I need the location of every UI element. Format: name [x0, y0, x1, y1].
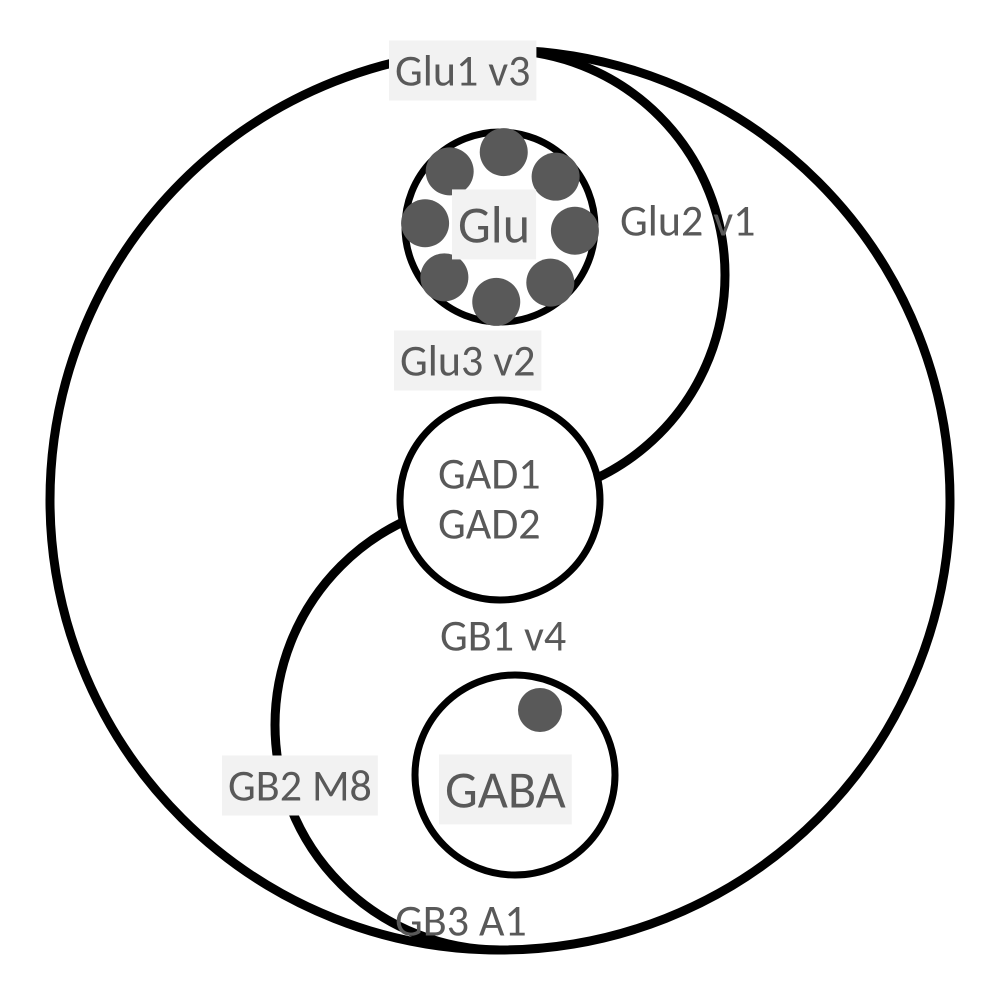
glu-dot: [472, 278, 520, 326]
label-gb1: GB1 v4: [440, 609, 566, 663]
glu-dot: [401, 199, 449, 247]
label-gad2: GAD2: [438, 497, 541, 551]
gaba-dot: [518, 688, 562, 732]
label-right: Glu2 v1: [620, 194, 755, 248]
label-top: Glu1 v3: [395, 44, 530, 98]
yin-yang-diagram: Glu1 v3 Glu2 v1 Glu Glu3 v2 GAD1GAD2 GB1 v4 GB…: [0, 0, 1000, 999]
glu-dot: [532, 153, 580, 201]
label-glu: Glu: [458, 192, 530, 256]
label-gb2: GB2 M8: [228, 759, 372, 813]
glu-dot: [420, 253, 468, 301]
glu-dot: [526, 259, 574, 307]
glu-dot: [426, 147, 474, 195]
glu-dot: [551, 207, 599, 255]
label-below_top: Glu3 v2: [400, 334, 535, 388]
label-gaba: GABA: [445, 757, 566, 821]
label-gb3: GB3 A1: [395, 894, 527, 948]
label-gad1: GAD1: [438, 447, 541, 501]
glu-dot: [480, 128, 528, 176]
